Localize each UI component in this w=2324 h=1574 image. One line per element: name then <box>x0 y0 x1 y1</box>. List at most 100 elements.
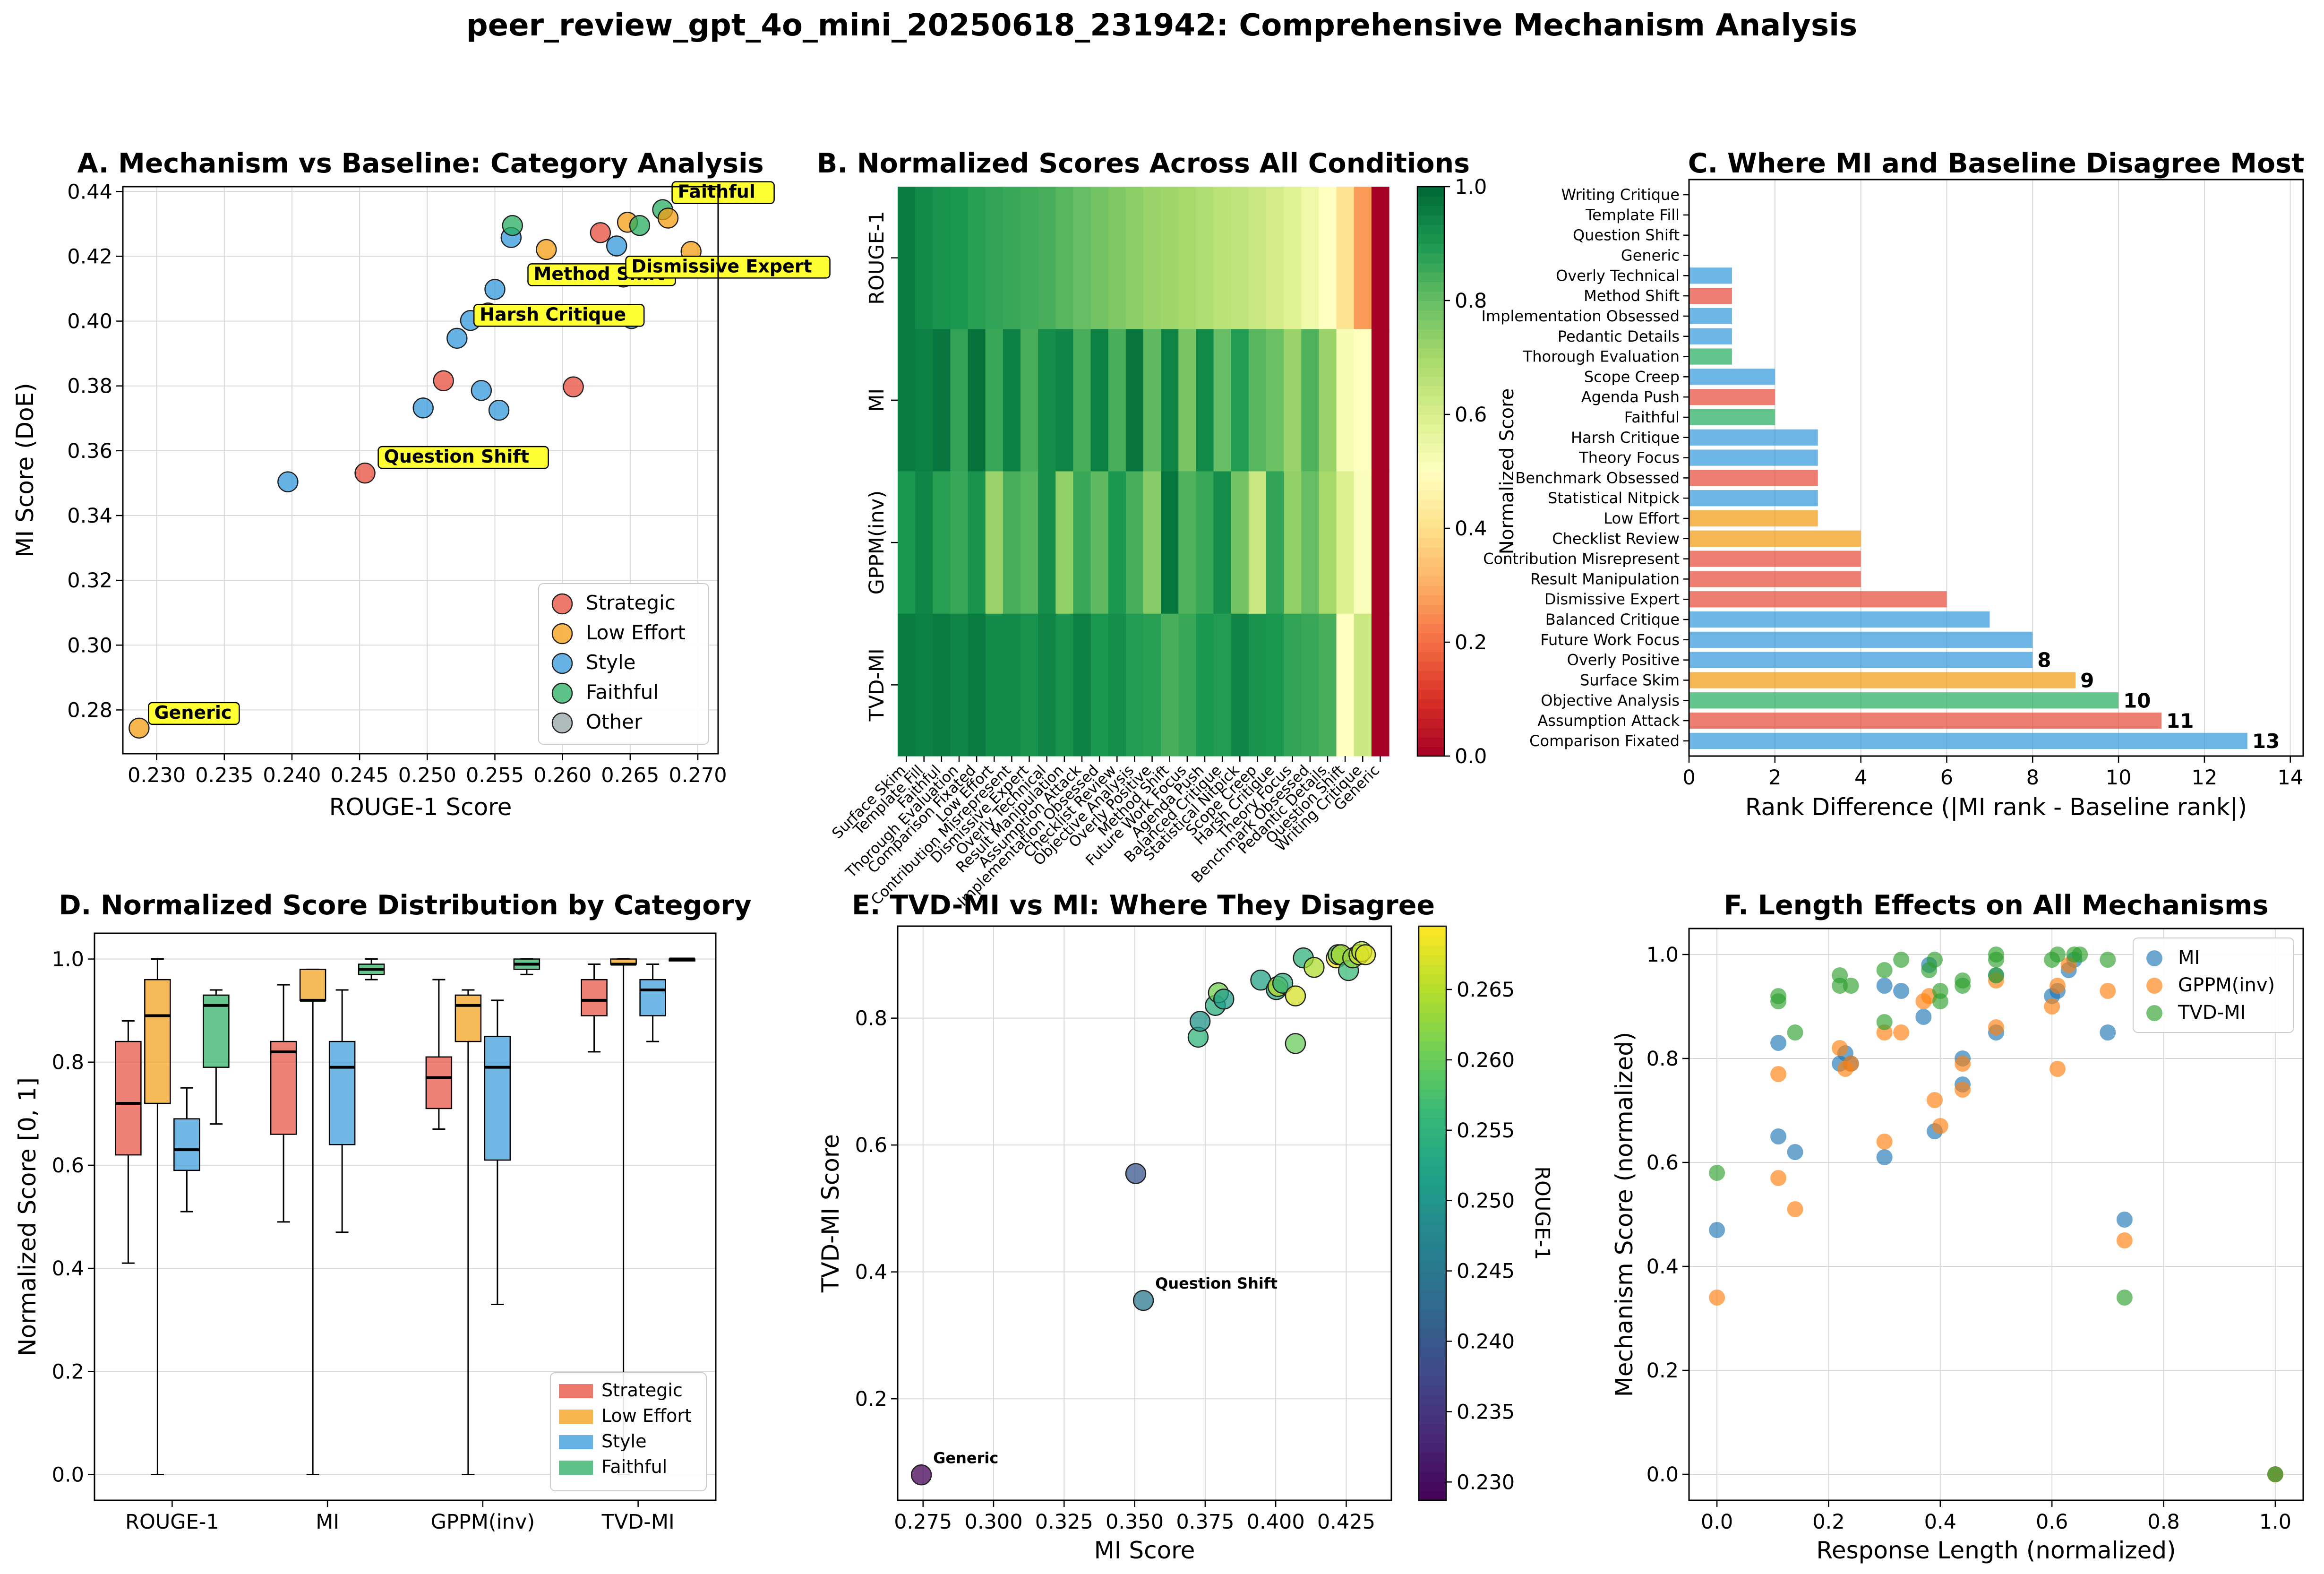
data-point <box>1285 1033 1306 1054</box>
colorbar-segment <box>1417 262 1444 273</box>
annotation-label: Dismissive Expert <box>632 256 812 276</box>
data-point <box>2100 952 2116 968</box>
colorbar-segment <box>1417 319 1444 330</box>
category-label: Agenda Push <box>1581 388 1680 406</box>
data-point <box>1770 1066 1787 1082</box>
colorbar-segment <box>1419 1165 1446 1176</box>
point-annotation: Question Shift <box>1155 1274 1278 1292</box>
panel-title: B. Normalized Scores Across All Conditio… <box>817 148 1470 179</box>
data-point <box>1932 1118 1948 1134</box>
y-tick-label: 0.28 <box>67 698 112 722</box>
y-tick-label: 0.0 <box>52 1463 84 1487</box>
legend-label: GPPM(inv) <box>2178 974 2275 996</box>
y-tick-label: 0.8 <box>52 1051 84 1075</box>
y-tick-label: 0.4 <box>1647 1255 1679 1279</box>
heatmap-cell <box>1038 329 1056 472</box>
colorbar-tick-label: 0.260 <box>1457 1049 1515 1072</box>
bar <box>1689 510 1818 527</box>
category-label: Thorough Evaluation <box>1523 348 1680 366</box>
colorbar-tick-label: 0.0 <box>1455 745 1487 768</box>
data-point <box>488 399 510 421</box>
annotation-label: Faithful <box>678 181 755 202</box>
data-point <box>2100 1024 2116 1041</box>
legend-label: Faithful <box>586 680 659 704</box>
x-tick-label: 0.375 <box>1176 1510 1234 1534</box>
colorbar-segment <box>1419 1012 1446 1023</box>
data-point <box>484 279 506 300</box>
heatmap-cell <box>1231 471 1249 614</box>
x-tick-label: 0.2 <box>1812 1510 1844 1534</box>
colorbar-segment <box>1417 443 1444 453</box>
colorbar-segment <box>1417 253 1444 263</box>
heatmap-cell <box>1125 329 1144 472</box>
heatmap-cell <box>1143 471 1161 614</box>
category-label: Surface Skim <box>1580 671 1680 689</box>
y-tick-label: 0.44 <box>67 180 112 204</box>
colorbar-segment <box>1419 1031 1446 1041</box>
category-label: Balanced Critique <box>1545 611 1680 628</box>
x-tick-label: 10 <box>2106 766 2132 790</box>
colorbar-segment <box>1419 993 1446 1003</box>
data-point <box>1787 1024 1803 1041</box>
colorbar-segment <box>1417 718 1444 728</box>
colorbar-frame <box>1418 925 1447 1501</box>
colorbar-segment <box>1419 1194 1446 1204</box>
bar <box>1689 409 1775 426</box>
colorbar-segment <box>1417 481 1444 491</box>
heatmap-cell <box>1161 329 1179 472</box>
x-tick-label: 8 <box>2026 766 2039 790</box>
data-point <box>2050 978 2066 994</box>
data-point <box>1988 967 2004 983</box>
data-point <box>1770 1170 1787 1186</box>
category-label: Contribution Misrepresent <box>1483 550 1680 568</box>
y-tick-label: 0.2 <box>52 1360 84 1384</box>
heatmap-cell <box>898 613 916 757</box>
category-label: Harsh Critique <box>1571 429 1680 447</box>
x-tick-label: 0.265 <box>601 764 659 787</box>
colorbar-segment <box>1417 243 1444 254</box>
data-point <box>1213 989 1235 1010</box>
bar <box>1689 530 1861 547</box>
heatmap-cell <box>933 471 951 614</box>
category-label: Implementation Obsessed <box>1482 307 1680 325</box>
point-annotation: Generic <box>933 1449 998 1467</box>
data-point <box>2100 983 2116 999</box>
heatmap-cell <box>1371 471 1389 614</box>
x-tick-label: 0.325 <box>1035 1510 1093 1534</box>
colorbar-label: Normalized Score <box>1496 388 1518 555</box>
heatmap-cell <box>1090 329 1109 472</box>
data-point <box>2267 1466 2283 1482</box>
colorbar-segment <box>1417 528 1444 539</box>
heatmap-cell <box>1021 471 1038 614</box>
heatmap-cell <box>1284 471 1302 614</box>
category-label: Future Work Focus <box>1540 631 1680 649</box>
category-label: Objective Analysis <box>1541 691 1680 709</box>
heatmap-cell <box>1108 329 1126 472</box>
y-tick-label: 0.2 <box>1647 1359 1679 1383</box>
heatmap-cell <box>1108 613 1126 757</box>
bar-value-label: 8 <box>2037 649 2051 672</box>
heatmap-cell <box>1073 471 1091 614</box>
colorbar-segment <box>1417 433 1444 444</box>
bar-value-label: 10 <box>2123 689 2151 712</box>
legend-marker <box>551 653 573 674</box>
x-tick-label: 0.245 <box>331 764 389 787</box>
colorbar-segment <box>1417 604 1444 614</box>
legend-marker <box>551 593 573 615</box>
data-point <box>2050 1061 2066 1077</box>
heatmap-cell <box>968 329 986 472</box>
y-axis-label: Mechanism Score (normalized) <box>1611 1032 1638 1397</box>
x-axis-label: MI Score <box>1094 1537 1195 1564</box>
data-point <box>590 222 611 243</box>
annotation-box <box>377 446 549 469</box>
y-axis-label: Normalized Score [0, 1] <box>14 1077 41 1356</box>
group-label: GPPM(inv) <box>431 1510 535 1534</box>
data-point <box>1876 1149 1893 1165</box>
category-label: Question Shift <box>1573 226 1680 244</box>
box-body <box>270 1041 297 1135</box>
heatmap-cell <box>915 613 933 757</box>
data-point <box>1132 1290 1154 1311</box>
panel-c: Writing Critique Template Fill Question Sh… <box>1482 148 2305 821</box>
